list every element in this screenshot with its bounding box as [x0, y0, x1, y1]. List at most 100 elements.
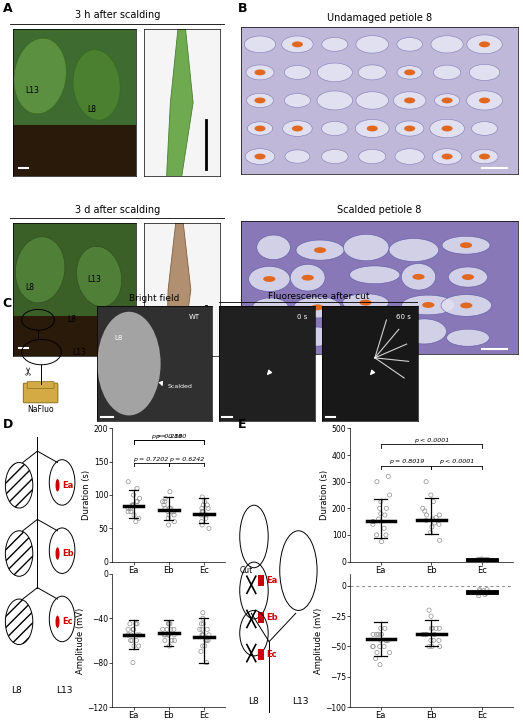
Text: L8: L8 [67, 315, 76, 324]
Point [475, 584, 484, 595]
Point [198, 506, 206, 518]
Point [129, 490, 138, 501]
Point [164, 506, 172, 518]
Text: p = 0.8019: p = 0.8019 [389, 459, 424, 464]
Ellipse shape [344, 235, 389, 261]
Point [429, 496, 438, 508]
Point [124, 506, 132, 518]
Text: WT: WT [189, 314, 200, 320]
Point [161, 629, 169, 641]
Ellipse shape [296, 240, 344, 260]
Point [158, 624, 167, 635]
Point [477, 554, 485, 565]
Point [132, 635, 141, 647]
Point [129, 624, 138, 635]
Point [197, 516, 206, 527]
FancyBboxPatch shape [27, 382, 54, 388]
Text: L13: L13 [56, 685, 73, 695]
Point [377, 508, 385, 519]
Point [428, 623, 437, 634]
Point [165, 509, 173, 521]
Circle shape [285, 150, 310, 163]
Text: p = 0.7202: p = 0.7202 [133, 456, 169, 462]
Point [199, 613, 207, 624]
Point [369, 629, 377, 640]
Point [197, 646, 205, 657]
Point [384, 635, 392, 647]
Point [164, 618, 173, 629]
Ellipse shape [402, 295, 455, 315]
Point [474, 588, 482, 599]
Point [124, 624, 132, 635]
Point [422, 629, 430, 640]
Point [134, 640, 143, 652]
Point [166, 486, 174, 498]
Point [382, 635, 390, 647]
Point [381, 623, 389, 634]
Point [380, 523, 388, 534]
Circle shape [430, 120, 464, 138]
Point [377, 623, 385, 634]
Circle shape [441, 125, 452, 132]
Point [170, 629, 178, 641]
Ellipse shape [290, 264, 325, 291]
Text: A: A [3, 2, 12, 15]
Text: ✂: ✂ [25, 366, 35, 375]
Circle shape [467, 91, 503, 110]
Point [164, 629, 173, 641]
Circle shape [322, 150, 348, 163]
Point [166, 618, 174, 629]
Circle shape [393, 91, 426, 109]
Point [374, 629, 383, 640]
Point [133, 629, 142, 641]
Point [482, 554, 491, 566]
Point [203, 624, 211, 635]
Point [479, 585, 487, 597]
Circle shape [302, 275, 314, 281]
Text: L8: L8 [248, 697, 259, 706]
Circle shape [479, 97, 490, 104]
Circle shape [404, 125, 415, 132]
Circle shape [355, 120, 389, 138]
Point [129, 657, 137, 668]
Text: C: C [3, 297, 12, 310]
Circle shape [479, 153, 490, 160]
Point [372, 529, 381, 541]
Point [484, 586, 493, 598]
Point [425, 641, 434, 652]
Point [429, 635, 438, 647]
Circle shape [322, 37, 348, 51]
Circle shape [292, 41, 303, 48]
Circle shape [244, 36, 276, 53]
Point [481, 589, 489, 600]
Text: Ea: Ea [266, 576, 278, 585]
Circle shape [404, 97, 415, 104]
Point [165, 640, 174, 652]
Circle shape [246, 94, 274, 107]
Text: Scalded petiole 8: Scalded petiole 8 [337, 205, 422, 215]
Point [428, 521, 436, 533]
Point [170, 516, 178, 527]
Circle shape [460, 242, 472, 248]
Point [127, 506, 135, 518]
Point [169, 624, 178, 635]
Point [134, 513, 143, 524]
Circle shape [471, 149, 498, 163]
Bar [258, 575, 264, 586]
Circle shape [356, 91, 389, 109]
Circle shape [311, 305, 324, 310]
Point [124, 629, 132, 641]
Text: L13: L13 [87, 274, 101, 284]
Point [129, 624, 138, 635]
Point [376, 641, 384, 652]
Polygon shape [167, 29, 193, 176]
Point [377, 629, 385, 640]
Point [477, 553, 486, 564]
Point [169, 506, 178, 518]
Circle shape [261, 335, 273, 341]
Point [127, 635, 135, 647]
Point [200, 640, 209, 652]
Circle shape [413, 274, 425, 280]
Circle shape [292, 125, 303, 132]
Circle shape [460, 302, 472, 308]
